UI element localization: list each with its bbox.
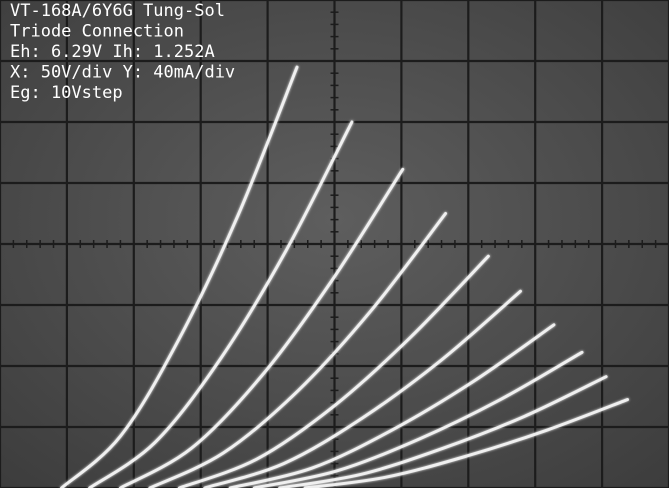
curve bbox=[228, 323, 556, 488]
annotation: VT-168A/6Y6G Tung-Sol bbox=[10, 1, 225, 21]
annotation: X: 50V/div Y: 40mA/div bbox=[10, 63, 235, 83]
curve bbox=[88, 120, 354, 488]
curve bbox=[203, 289, 522, 488]
annotation: Eh: 6.29V Ih: 1.252A bbox=[10, 42, 215, 62]
curve bbox=[177, 254, 490, 488]
curve bbox=[148, 212, 448, 488]
curve bbox=[252, 350, 584, 488]
curve bbox=[118, 167, 405, 488]
curve bbox=[60, 65, 299, 488]
curves bbox=[60, 65, 630, 488]
curve bbox=[303, 398, 630, 488]
annotation: Triode Connection bbox=[10, 22, 184, 42]
annotation: Eg: 10Vstep bbox=[10, 83, 123, 103]
curve bbox=[278, 375, 608, 488]
